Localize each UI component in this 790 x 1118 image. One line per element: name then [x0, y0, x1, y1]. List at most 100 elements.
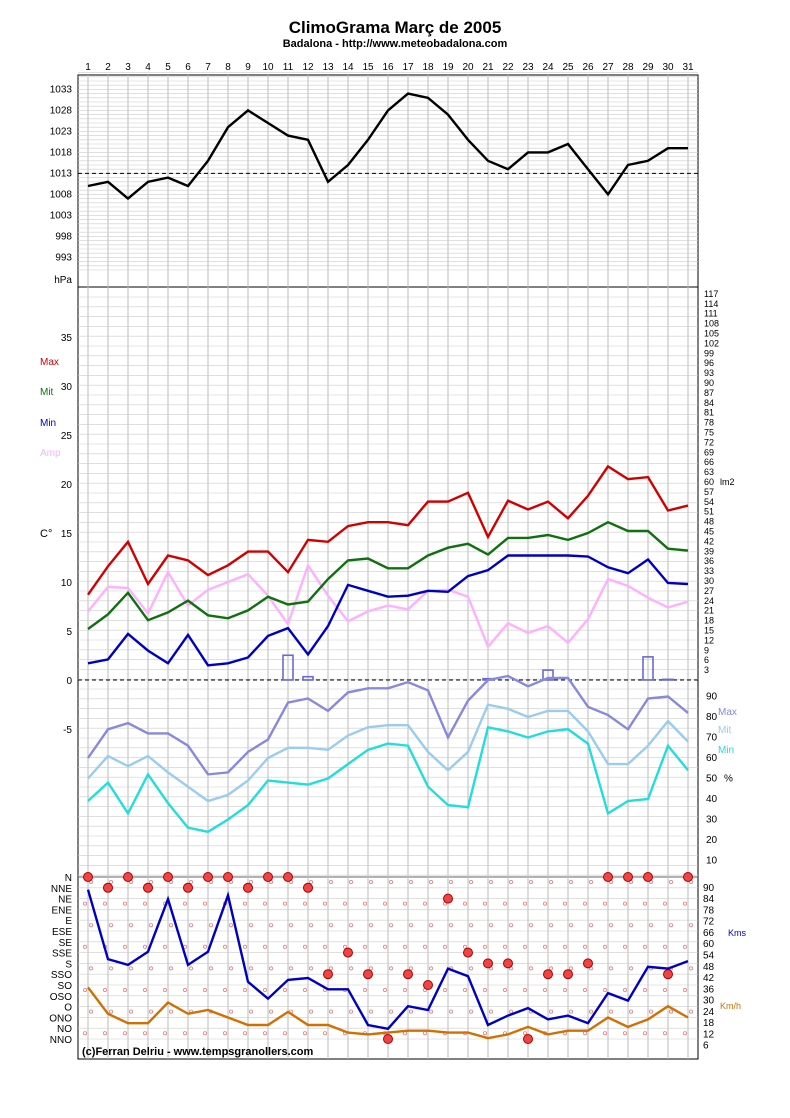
- rain-bar: [302, 675, 314, 681]
- direction-frequency-dot: [328, 923, 333, 928]
- direction-frequency-dot: [142, 988, 147, 993]
- dominant-direction-marker: [103, 882, 113, 893]
- direction-frequency-dot: [142, 944, 147, 949]
- rain-tick-label: 30: [704, 576, 714, 586]
- rain-tick-label: 27: [704, 586, 714, 596]
- rain-tick-label: 114: [704, 299, 718, 309]
- direction-frequency-dot: [128, 1009, 133, 1014]
- rain-tick-label: 57: [704, 487, 714, 497]
- direction-frequency-dot: [649, 1009, 654, 1014]
- rain-tick-label: 21: [704, 606, 714, 616]
- dominant-direction-marker: [143, 882, 153, 893]
- direction-label: E: [65, 916, 72, 927]
- temp-legend-label: Min: [40, 418, 56, 429]
- pressure-tick-label: 1028: [50, 105, 73, 116]
- direction-frequency-dot: [388, 966, 393, 971]
- direction-frequency-dot: [328, 880, 333, 885]
- wind-tick-label: 60: [703, 939, 715, 950]
- dominant-direction-marker: [623, 872, 633, 882]
- direction-frequency-dot: [162, 944, 167, 949]
- direction-frequency-dot: [83, 944, 88, 949]
- rain-tick-label: 18: [704, 616, 714, 626]
- temp-legend-label: Max: [40, 357, 59, 368]
- direction-frequency-dot: [468, 880, 473, 885]
- direction-frequency-dot: [302, 988, 307, 993]
- direction-label: OSO: [50, 992, 72, 1003]
- wind-tick-label: 6: [703, 1041, 709, 1052]
- dominant-direction-marker: [343, 947, 353, 958]
- rain-tick-label: 45: [704, 527, 714, 537]
- pressure-tick-label: 1033: [50, 84, 73, 95]
- direction-label: SSO: [51, 970, 72, 981]
- humidity-tick-label: 10: [706, 856, 718, 867]
- rain-tick-label: 117: [704, 289, 718, 299]
- humidity-tick-label: 60: [706, 753, 718, 764]
- direction-frequency-dot: [282, 944, 287, 949]
- direction-frequency-dot: [629, 966, 634, 971]
- direction-frequency-dot: [282, 901, 287, 906]
- direction-frequency-dot: [468, 1009, 473, 1014]
- day-label: 8: [225, 62, 231, 73]
- direction-frequency-dot: [103, 988, 108, 993]
- direction-frequency-dot: [123, 944, 128, 949]
- humidity-tick-label: 90: [706, 692, 718, 703]
- direction-frequency-dot: [162, 988, 167, 993]
- direction-frequency-dot: [348, 923, 353, 928]
- direction-label: O: [64, 1003, 72, 1014]
- day-label: 17: [402, 62, 414, 73]
- direction-frequency-dot: [543, 944, 548, 949]
- day-label: 3: [125, 62, 131, 73]
- humidity-series-line: [87, 703, 689, 803]
- day-label: 31: [682, 62, 694, 73]
- direction-frequency-dot: [208, 923, 213, 928]
- direction-frequency-dot: [589, 923, 594, 928]
- direction-frequency-dot: [442, 944, 447, 949]
- rain-tick-label: 96: [704, 358, 714, 368]
- rain-bar: [642, 656, 654, 681]
- direction-frequency-dot: [228, 923, 233, 928]
- direction-label: NE: [58, 895, 72, 906]
- direction-frequency-dot: [262, 901, 267, 906]
- direction-frequency-dot: [629, 1009, 634, 1014]
- rain-tick-label: 15: [704, 626, 714, 636]
- direction-frequency-dot: [168, 1009, 173, 1014]
- direction-frequency-dot: [508, 1009, 513, 1014]
- direction-frequency-dot: [123, 901, 128, 906]
- day-label: 18: [422, 62, 434, 73]
- direction-frequency-dot: [222, 944, 227, 949]
- direction-frequency-dot: [422, 944, 427, 949]
- day-label: 6: [185, 62, 191, 73]
- rain-tick-label: 33: [704, 566, 714, 576]
- temp-tick-label: 15: [61, 529, 73, 540]
- direction-frequency-dot: [683, 988, 688, 993]
- direction-frequency-dot: [428, 1009, 433, 1014]
- humidity-tick-label: 50: [706, 774, 718, 785]
- pressure-series-line: [87, 92, 688, 201]
- direction-frequency-dot: [202, 1031, 207, 1036]
- day-label: 24: [542, 62, 554, 73]
- dominant-direction-marker: [283, 872, 293, 882]
- humidity-legend-label: Max: [718, 707, 737, 718]
- day-label: 20: [462, 62, 474, 73]
- direction-frequency-dot: [589, 1009, 594, 1014]
- direction-frequency-dot: [663, 1031, 668, 1036]
- pressure-tick-label: 1018: [50, 147, 73, 158]
- direction-frequency-dot: [308, 1009, 313, 1014]
- direction-frequency-dot: [523, 988, 528, 993]
- day-label: 1: [85, 62, 91, 73]
- direction-frequency-dot: [408, 1009, 413, 1014]
- direction-frequency-dot: [262, 944, 267, 949]
- direction-frequency-dot: [262, 1031, 267, 1036]
- direction-frequency-dot: [109, 1009, 114, 1014]
- direction-frequency-dot: [188, 966, 193, 971]
- direction-frequency-dot: [428, 966, 433, 971]
- temp-tick-label: -5: [63, 725, 72, 736]
- direction-frequency-dot: [669, 1009, 674, 1014]
- day-label: 15: [362, 62, 374, 73]
- dominant-direction-marker: [83, 872, 93, 882]
- direction-frequency-dot: [368, 966, 373, 971]
- direction-frequency-dot: [382, 944, 387, 949]
- chart-title: ClimoGrama Març de 2005: [288, 18, 502, 37]
- dominant-direction-marker: [523, 1034, 533, 1044]
